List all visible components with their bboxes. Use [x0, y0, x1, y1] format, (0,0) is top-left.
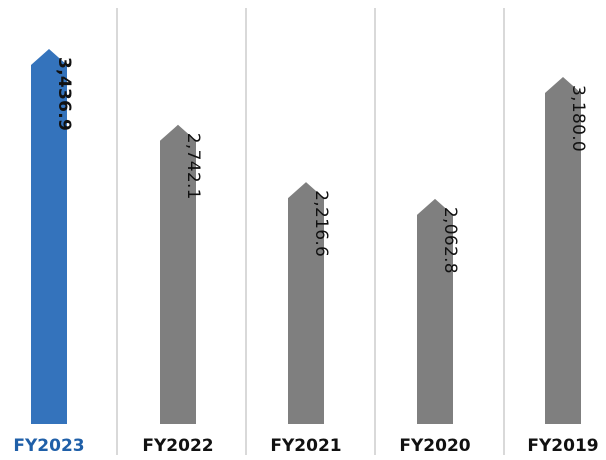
bar-fy2020 — [417, 198, 453, 424]
bar-fy2021 — [288, 182, 324, 424]
category-label-fy2019: FY2019 — [527, 436, 598, 456]
category-label-fy2023: FY2023 — [13, 436, 84, 456]
value-label-fy2023: 3,436.9 — [54, 57, 74, 131]
bar-fy2023 — [31, 49, 67, 424]
value-label-fy2019: 3,180.0 — [568, 85, 588, 152]
category-label-fy2022: FY2022 — [142, 436, 213, 456]
value-label-fy2021: 2,216.6 — [311, 190, 331, 257]
value-label-fy2020: 2,062.8 — [440, 207, 460, 274]
value-label-fy2022: 2,742.1 — [183, 133, 203, 200]
bar-fy2022 — [160, 124, 196, 424]
bar-fy2019 — [545, 77, 581, 425]
category-label-fy2020: FY2020 — [399, 436, 470, 456]
category-label-fy2021: FY2021 — [270, 436, 341, 456]
